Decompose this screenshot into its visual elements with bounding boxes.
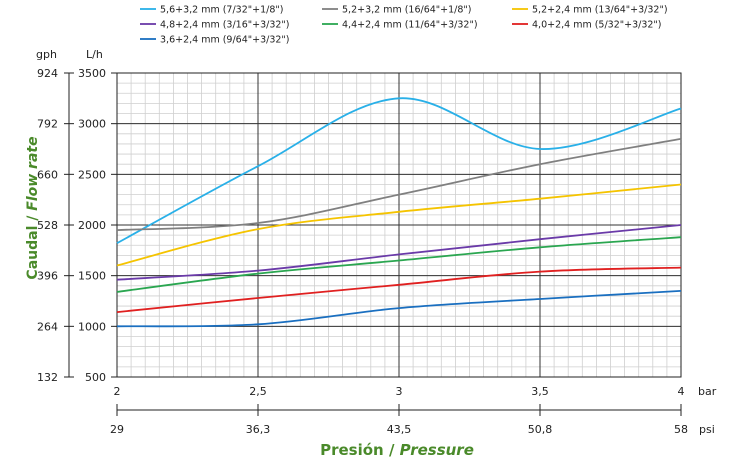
lh-tick-label: 3500 xyxy=(78,67,106,80)
series-lines xyxy=(116,97,682,328)
gph-tick-label: 264 xyxy=(37,320,58,333)
series-line-2 xyxy=(116,138,682,231)
x-unit-psi: psi xyxy=(699,423,715,436)
x-axis-title-es: Presión / xyxy=(320,441,400,459)
legend-label: 4,8+2,4 mm (3/16"+3/32") xyxy=(160,20,290,31)
lh-tick-label: 2500 xyxy=(78,168,106,181)
legend-label: 4,0+2,4 mm (5/32"+3/32") xyxy=(532,20,662,31)
lh-tick-label: 1500 xyxy=(78,270,106,283)
axes: 132 500 264 1000 396 1500 528 2000 660 2500 792 300… xyxy=(37,67,688,436)
lh-tick-label: 1000 xyxy=(78,320,106,333)
psi-tick-label: 29 xyxy=(110,423,124,436)
x-axis-title: Presión / Pressure xyxy=(320,441,474,459)
bar-tick-label: 4 xyxy=(678,385,685,398)
lh-tick-label: 500 xyxy=(85,371,106,384)
gph-tick-label: 396 xyxy=(37,270,58,283)
gph-tick-label: 132 xyxy=(37,371,58,384)
x-unit-bar: bar xyxy=(698,385,717,398)
psi-tick-label: 36,3 xyxy=(246,423,271,436)
y-unit-lh: L/h xyxy=(86,48,103,61)
bar-tick-label: 3,5 xyxy=(531,385,549,398)
gph-tick-label: 924 xyxy=(37,67,58,80)
x-axis-title-en: Pressure xyxy=(400,441,474,459)
y-axis-title: Caudal / Flow rate xyxy=(25,136,41,279)
bar-tick-label: 3 xyxy=(396,385,403,398)
bar-tick-label: 2 xyxy=(114,385,121,398)
legend-label: 3,6+2,4 mm (9/64"+3/32") xyxy=(160,35,290,46)
lh-tick-label: 2000 xyxy=(78,219,106,232)
gph-tick-label: 528 xyxy=(37,219,58,232)
y-unit-gph: gph xyxy=(36,48,57,61)
legend-label: 5,2+2,4 mm (13/64"+3/32") xyxy=(532,5,668,16)
series-line-1 xyxy=(116,97,682,244)
bar-tick-label: 2,5 xyxy=(249,385,267,398)
legend-label: 5,6+3,2 mm (7/32"+1/8") xyxy=(160,5,283,16)
psi-tick-label: 58 xyxy=(674,423,688,436)
series-line-5 xyxy=(116,236,682,293)
gph-tick-label: 792 xyxy=(37,118,58,131)
y-axis-title-en: Flow rate xyxy=(25,136,41,210)
lh-tick-label: 3000 xyxy=(78,118,106,131)
legend-label: 5,2+3,2 mm (16/64"+1/8") xyxy=(342,5,472,16)
series-line-6 xyxy=(116,266,682,313)
series-line-4 xyxy=(116,224,682,281)
legend-label: 4,4+2,4 mm (11/64"+3/32") xyxy=(342,20,478,31)
y-axis-title-es: Caudal / xyxy=(25,211,41,280)
gph-tick-label: 660 xyxy=(37,168,58,181)
psi-tick-label: 43,5 xyxy=(387,423,412,436)
legend: 5,6+3,2 mm (7/32"+1/8") 5,2+3,2 mm (16/64… xyxy=(140,5,668,46)
series-line-3 xyxy=(116,183,682,267)
psi-tick-label: 50,8 xyxy=(528,423,553,436)
series-line-7 xyxy=(116,290,682,328)
